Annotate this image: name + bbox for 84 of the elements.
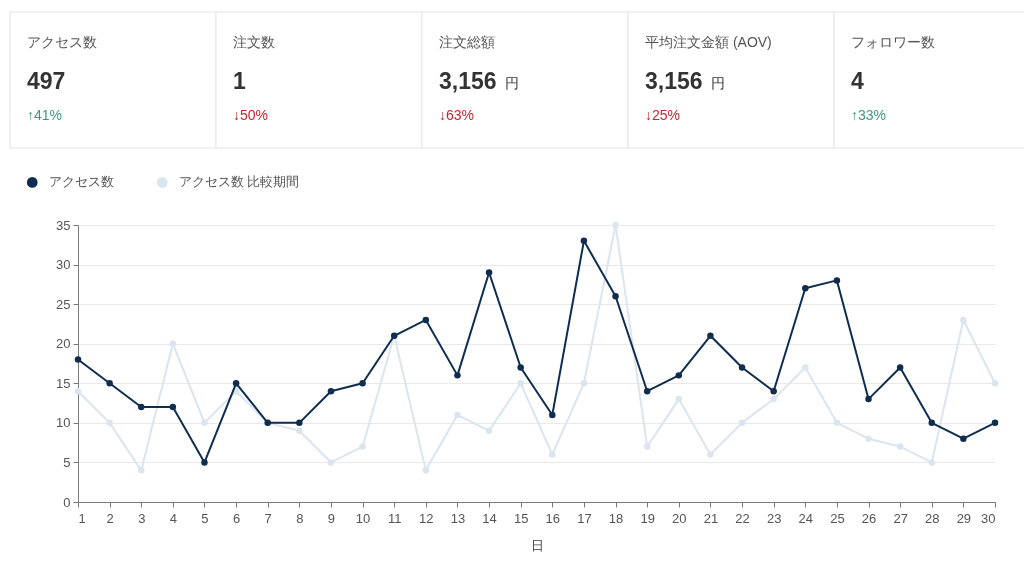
point — [296, 419, 303, 427]
x-tick-label: 6 — [232, 510, 241, 526]
point — [960, 435, 967, 442]
text: ↓25% — [645, 107, 681, 123]
x-tick-label: 14 — [482, 510, 497, 526]
point — [833, 277, 841, 284]
x-tick-label: 27 — [893, 510, 908, 526]
x-tick-label: 12 — [419, 510, 434, 526]
point — [738, 364, 746, 371]
point — [580, 237, 588, 245]
point — [770, 387, 777, 395]
point — [454, 372, 461, 379]
y-tick-label: 30 — [56, 257, 71, 273]
point — [675, 372, 683, 379]
point — [517, 364, 524, 371]
x-tick-label: 4 — [169, 510, 177, 526]
legend-label: アクセス数 比較期間 — [178, 175, 299, 190]
x-tick-label: 13 — [450, 510, 466, 526]
point — [991, 419, 999, 427]
point — [896, 364, 904, 371]
y-tick-label: 5 — [63, 454, 71, 470]
point — [707, 332, 714, 340]
x-tick-label: 26 — [861, 510, 877, 526]
text: ↓63% — [439, 107, 475, 123]
x-tick-label: 24 — [798, 510, 814, 526]
point — [643, 387, 651, 395]
x-tick-label: 19 — [640, 510, 655, 526]
x-tick-label: 29 — [956, 510, 972, 526]
x-tick-label: 8 — [296, 510, 304, 526]
x-tick-label: 9 — [327, 510, 336, 526]
x-tick-label: 15 — [513, 510, 529, 526]
text: フォロワー数 — [851, 34, 935, 50]
text: 注文数 — [233, 34, 275, 50]
text: ↑33% — [851, 107, 887, 123]
point — [359, 380, 366, 387]
point — [612, 292, 619, 300]
point — [549, 411, 556, 419]
x-tick-label: 22 — [735, 510, 750, 526]
text: ↓50% — [233, 107, 269, 123]
point — [169, 403, 177, 411]
x-tick-label: 18 — [608, 510, 624, 526]
y-tick-label: 10 — [56, 415, 71, 431]
point — [802, 285, 809, 292]
point — [138, 403, 145, 411]
text: 4 — [851, 68, 864, 94]
y-tick-label: 15 — [56, 375, 71, 391]
x-tick-label: 16 — [545, 510, 561, 526]
x-tick-label: 11 — [387, 510, 402, 526]
point — [74, 356, 82, 363]
x-tick-label: 28 — [925, 510, 940, 526]
text: ↑41% — [27, 107, 63, 123]
point — [422, 316, 430, 324]
x-tick-label: 1 — [78, 510, 86, 526]
x-tick-label: 21 — [703, 510, 719, 526]
x-tick-label: 10 — [355, 510, 371, 526]
x-axis-title: 日 — [530, 537, 544, 553]
x-tick-label: 30 — [981, 510, 996, 526]
text: 平均注文金額 (AOV) — [645, 34, 772, 50]
y-tick-label: 35 — [56, 217, 71, 233]
text: 3,156 円 — [439, 68, 519, 94]
point — [327, 387, 335, 395]
x-tick-label: 17 — [577, 510, 592, 526]
y-tick-label: 20 — [56, 336, 71, 352]
y-tick-label: 25 — [56, 296, 71, 312]
x-tick-label: 20 — [672, 510, 687, 526]
point — [106, 380, 113, 387]
x-tick-label: 5 — [201, 510, 209, 526]
text: アクセス数 — [27, 34, 97, 50]
point — [201, 459, 208, 466]
point — [928, 419, 935, 427]
text: 1 — [233, 68, 246, 94]
text: 497 — [27, 68, 66, 94]
x-tick-label: 25 — [830, 510, 845, 526]
point — [865, 395, 872, 403]
x-tick-label: 7 — [264, 510, 272, 526]
x-tick-label: 3 — [138, 510, 146, 526]
legend-label: アクセス数 — [48, 175, 114, 190]
text: 注文総額 — [439, 34, 495, 50]
x-tick-label: 2 — [106, 510, 114, 526]
x-tick-label: 23 — [766, 510, 782, 526]
point — [232, 380, 240, 387]
y-tick-label: 0 — [63, 494, 71, 510]
text: 3,156 円 — [645, 68, 725, 94]
point — [485, 269, 493, 276]
